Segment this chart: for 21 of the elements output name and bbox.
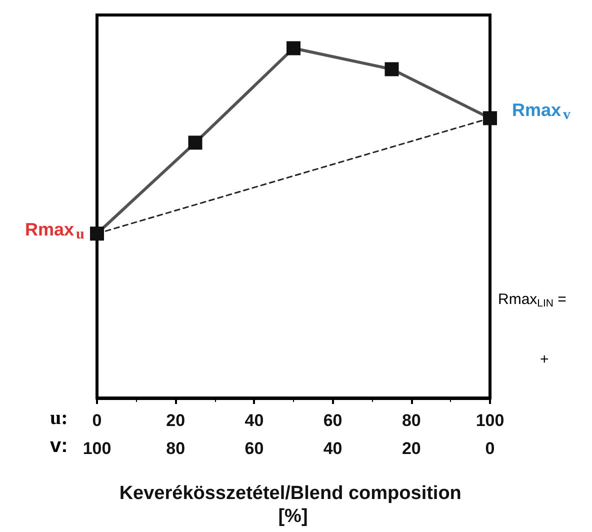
text: +	[540, 351, 549, 368]
point	[384, 62, 399, 76]
x-tick-label: 60	[323, 411, 342, 430]
point	[188, 136, 202, 150]
x2-tick-label: 80	[166, 439, 186, 458]
x2-tick-label: 60	[244, 439, 264, 458]
x-axis-title: Keverékösszetétel/Blend composition [%]	[119, 483, 467, 527]
x-tick-label: 20	[166, 411, 186, 430]
x2-tick-label: 20	[402, 439, 421, 458]
x-tick-label: 40	[244, 411, 264, 430]
point	[483, 111, 497, 126]
x2-tick-label: 0	[485, 439, 495, 458]
x2-tick-label: 100	[82, 439, 112, 458]
point	[90, 226, 104, 241]
text: v:	[50, 435, 68, 457]
point	[286, 41, 300, 56]
text: u:	[50, 407, 68, 429]
x-tick-label: 100	[476, 411, 504, 430]
x-tick-label: 80	[402, 411, 421, 430]
x2-tick-label: 40	[323, 439, 342, 458]
x-tick-label: 0	[92, 411, 102, 430]
